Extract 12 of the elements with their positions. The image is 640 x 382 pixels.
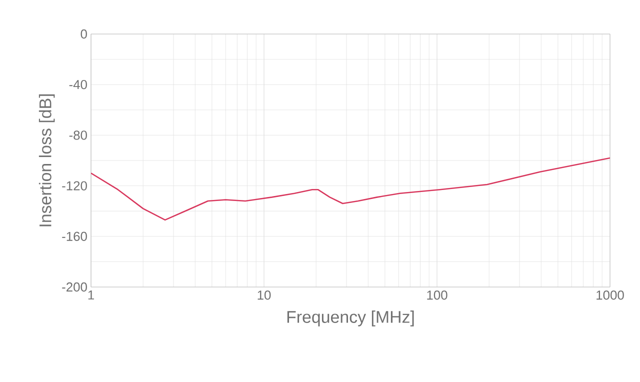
x-axis-title: Frequency [MHz] — [287, 310, 414, 326]
x-tick-label: 10 — [258, 290, 271, 300]
y-tick-label: -120 — [62, 181, 87, 190]
y-tick-label: 0 — [80, 29, 87, 39]
y-tick-label: -40 — [69, 80, 87, 90]
y-tick-label: -200 — [62, 282, 87, 292]
y-tick-label: -160 — [62, 232, 87, 241]
x-tick-label: 1 — [88, 290, 94, 300]
y-axis-title: Insertion loss [dB] — [38, 94, 55, 226]
x-tick-label: 1000 — [596, 290, 624, 300]
x-tick-label: 100 — [427, 290, 448, 300]
y-tick-label: -80 — [69, 130, 87, 140]
